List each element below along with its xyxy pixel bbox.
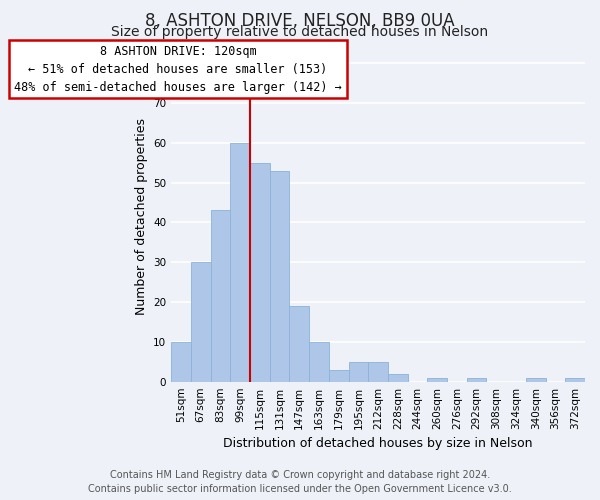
Y-axis label: Number of detached properties: Number of detached properties xyxy=(134,118,148,315)
Bar xyxy=(171,342,191,382)
Bar xyxy=(368,362,388,382)
Bar xyxy=(230,142,250,382)
Bar xyxy=(191,262,211,382)
Bar xyxy=(329,370,349,382)
Text: Contains HM Land Registry data © Crown copyright and database right 2024.
Contai: Contains HM Land Registry data © Crown c… xyxy=(88,470,512,494)
Bar xyxy=(269,170,289,382)
Text: 8 ASHTON DRIVE: 120sqm
← 51% of detached houses are smaller (153)
48% of semi-de: 8 ASHTON DRIVE: 120sqm ← 51% of detached… xyxy=(14,44,342,94)
Bar xyxy=(289,306,309,382)
X-axis label: Distribution of detached houses by size in Nelson: Distribution of detached houses by size … xyxy=(223,437,533,450)
Bar xyxy=(526,378,545,382)
Bar xyxy=(309,342,329,382)
Bar xyxy=(427,378,447,382)
Bar xyxy=(250,162,269,382)
Bar xyxy=(349,362,368,382)
Bar xyxy=(467,378,487,382)
Bar xyxy=(211,210,230,382)
Bar xyxy=(565,378,585,382)
Text: 8, ASHTON DRIVE, NELSON, BB9 0UA: 8, ASHTON DRIVE, NELSON, BB9 0UA xyxy=(145,12,455,30)
Bar xyxy=(388,374,407,382)
Text: Size of property relative to detached houses in Nelson: Size of property relative to detached ho… xyxy=(112,25,488,39)
